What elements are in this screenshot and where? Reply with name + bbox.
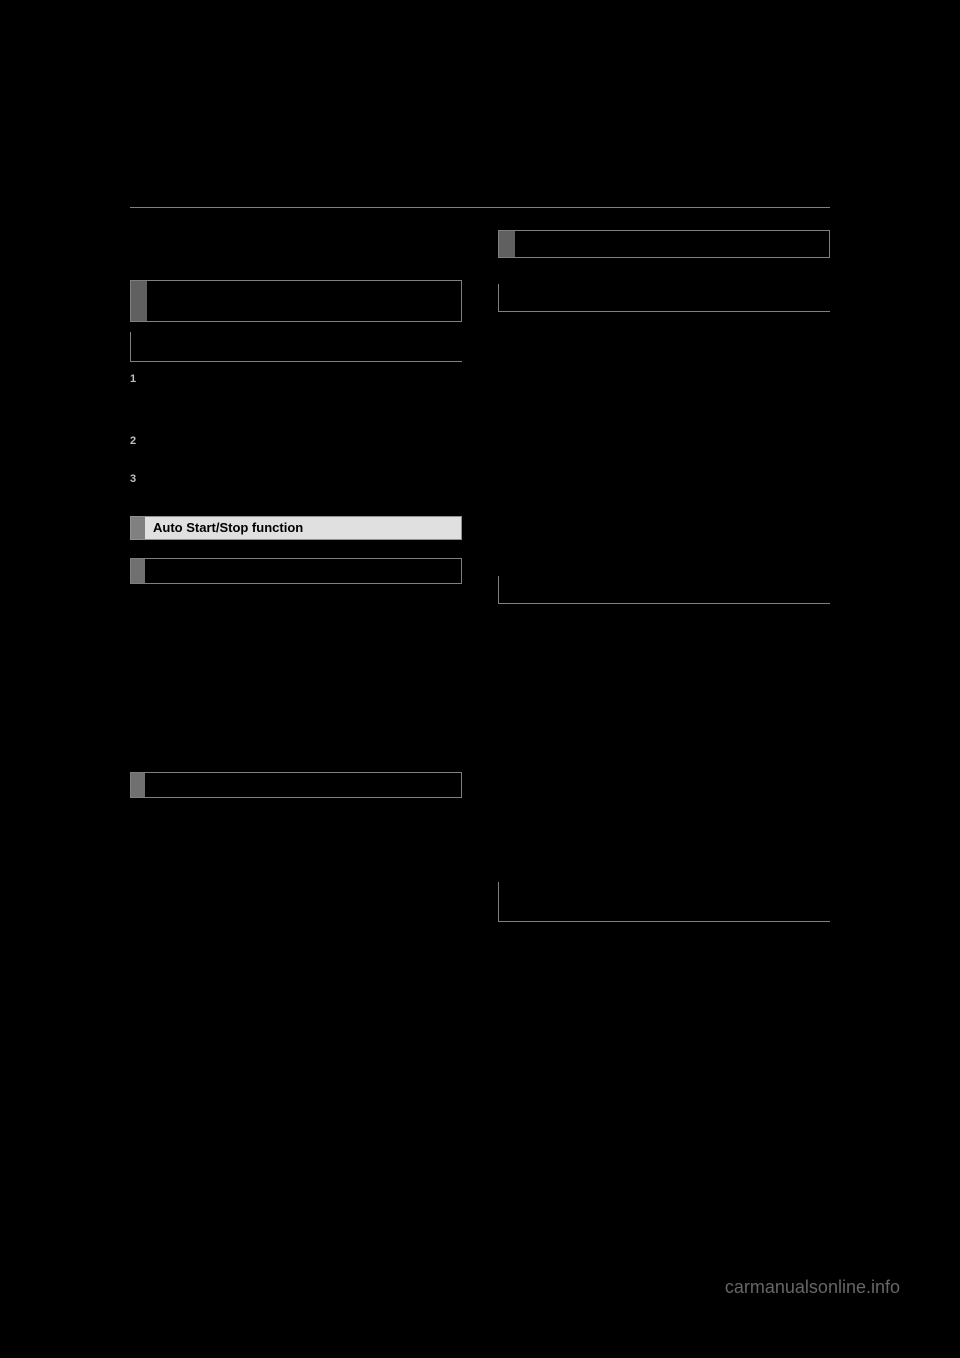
two-column-layout: 1 2 3 Auto Start/Stop function (130, 230, 830, 922)
watermark: carmanualsonline.info (725, 1277, 900, 1298)
step-number: 2 (130, 434, 148, 462)
box-title (145, 559, 461, 583)
step-text (148, 434, 462, 462)
step-3: 3 (130, 472, 462, 500)
spacer (130, 400, 462, 424)
step-number: 3 (130, 472, 148, 500)
left-column: 1 2 3 Auto Start/Stop function (130, 230, 462, 922)
left-warning-box (130, 280, 462, 322)
right-top-box (498, 230, 830, 258)
spacer (130, 230, 462, 280)
left-subbox-2 (130, 772, 462, 798)
box-title (147, 281, 461, 321)
box-accent-tab (499, 231, 515, 257)
section-auto-start-stop: Auto Start/Stop function (130, 516, 462, 540)
box-accent-tab (131, 517, 145, 539)
right-note-3 (498, 882, 830, 922)
box-accent-tab (131, 281, 147, 321)
spacer (130, 584, 462, 754)
top-horizontal-rule (130, 207, 830, 208)
right-note-1 (498, 284, 830, 312)
left-subbox-1 (130, 558, 462, 584)
step-text (148, 372, 462, 400)
right-column (498, 230, 830, 922)
step-number: 1 (130, 372, 148, 400)
step-2: 2 (130, 434, 462, 462)
box-title (515, 231, 829, 257)
box-accent-tab (131, 559, 145, 583)
box-title (145, 773, 461, 797)
step-1: 1 (130, 372, 462, 400)
section-title: Auto Start/Stop function (145, 517, 461, 539)
right-note-2 (498, 576, 830, 604)
spacer (498, 312, 830, 570)
step-text (148, 472, 462, 500)
spacer (498, 604, 830, 876)
left-note-bar (130, 332, 462, 362)
box-accent-tab (131, 773, 145, 797)
